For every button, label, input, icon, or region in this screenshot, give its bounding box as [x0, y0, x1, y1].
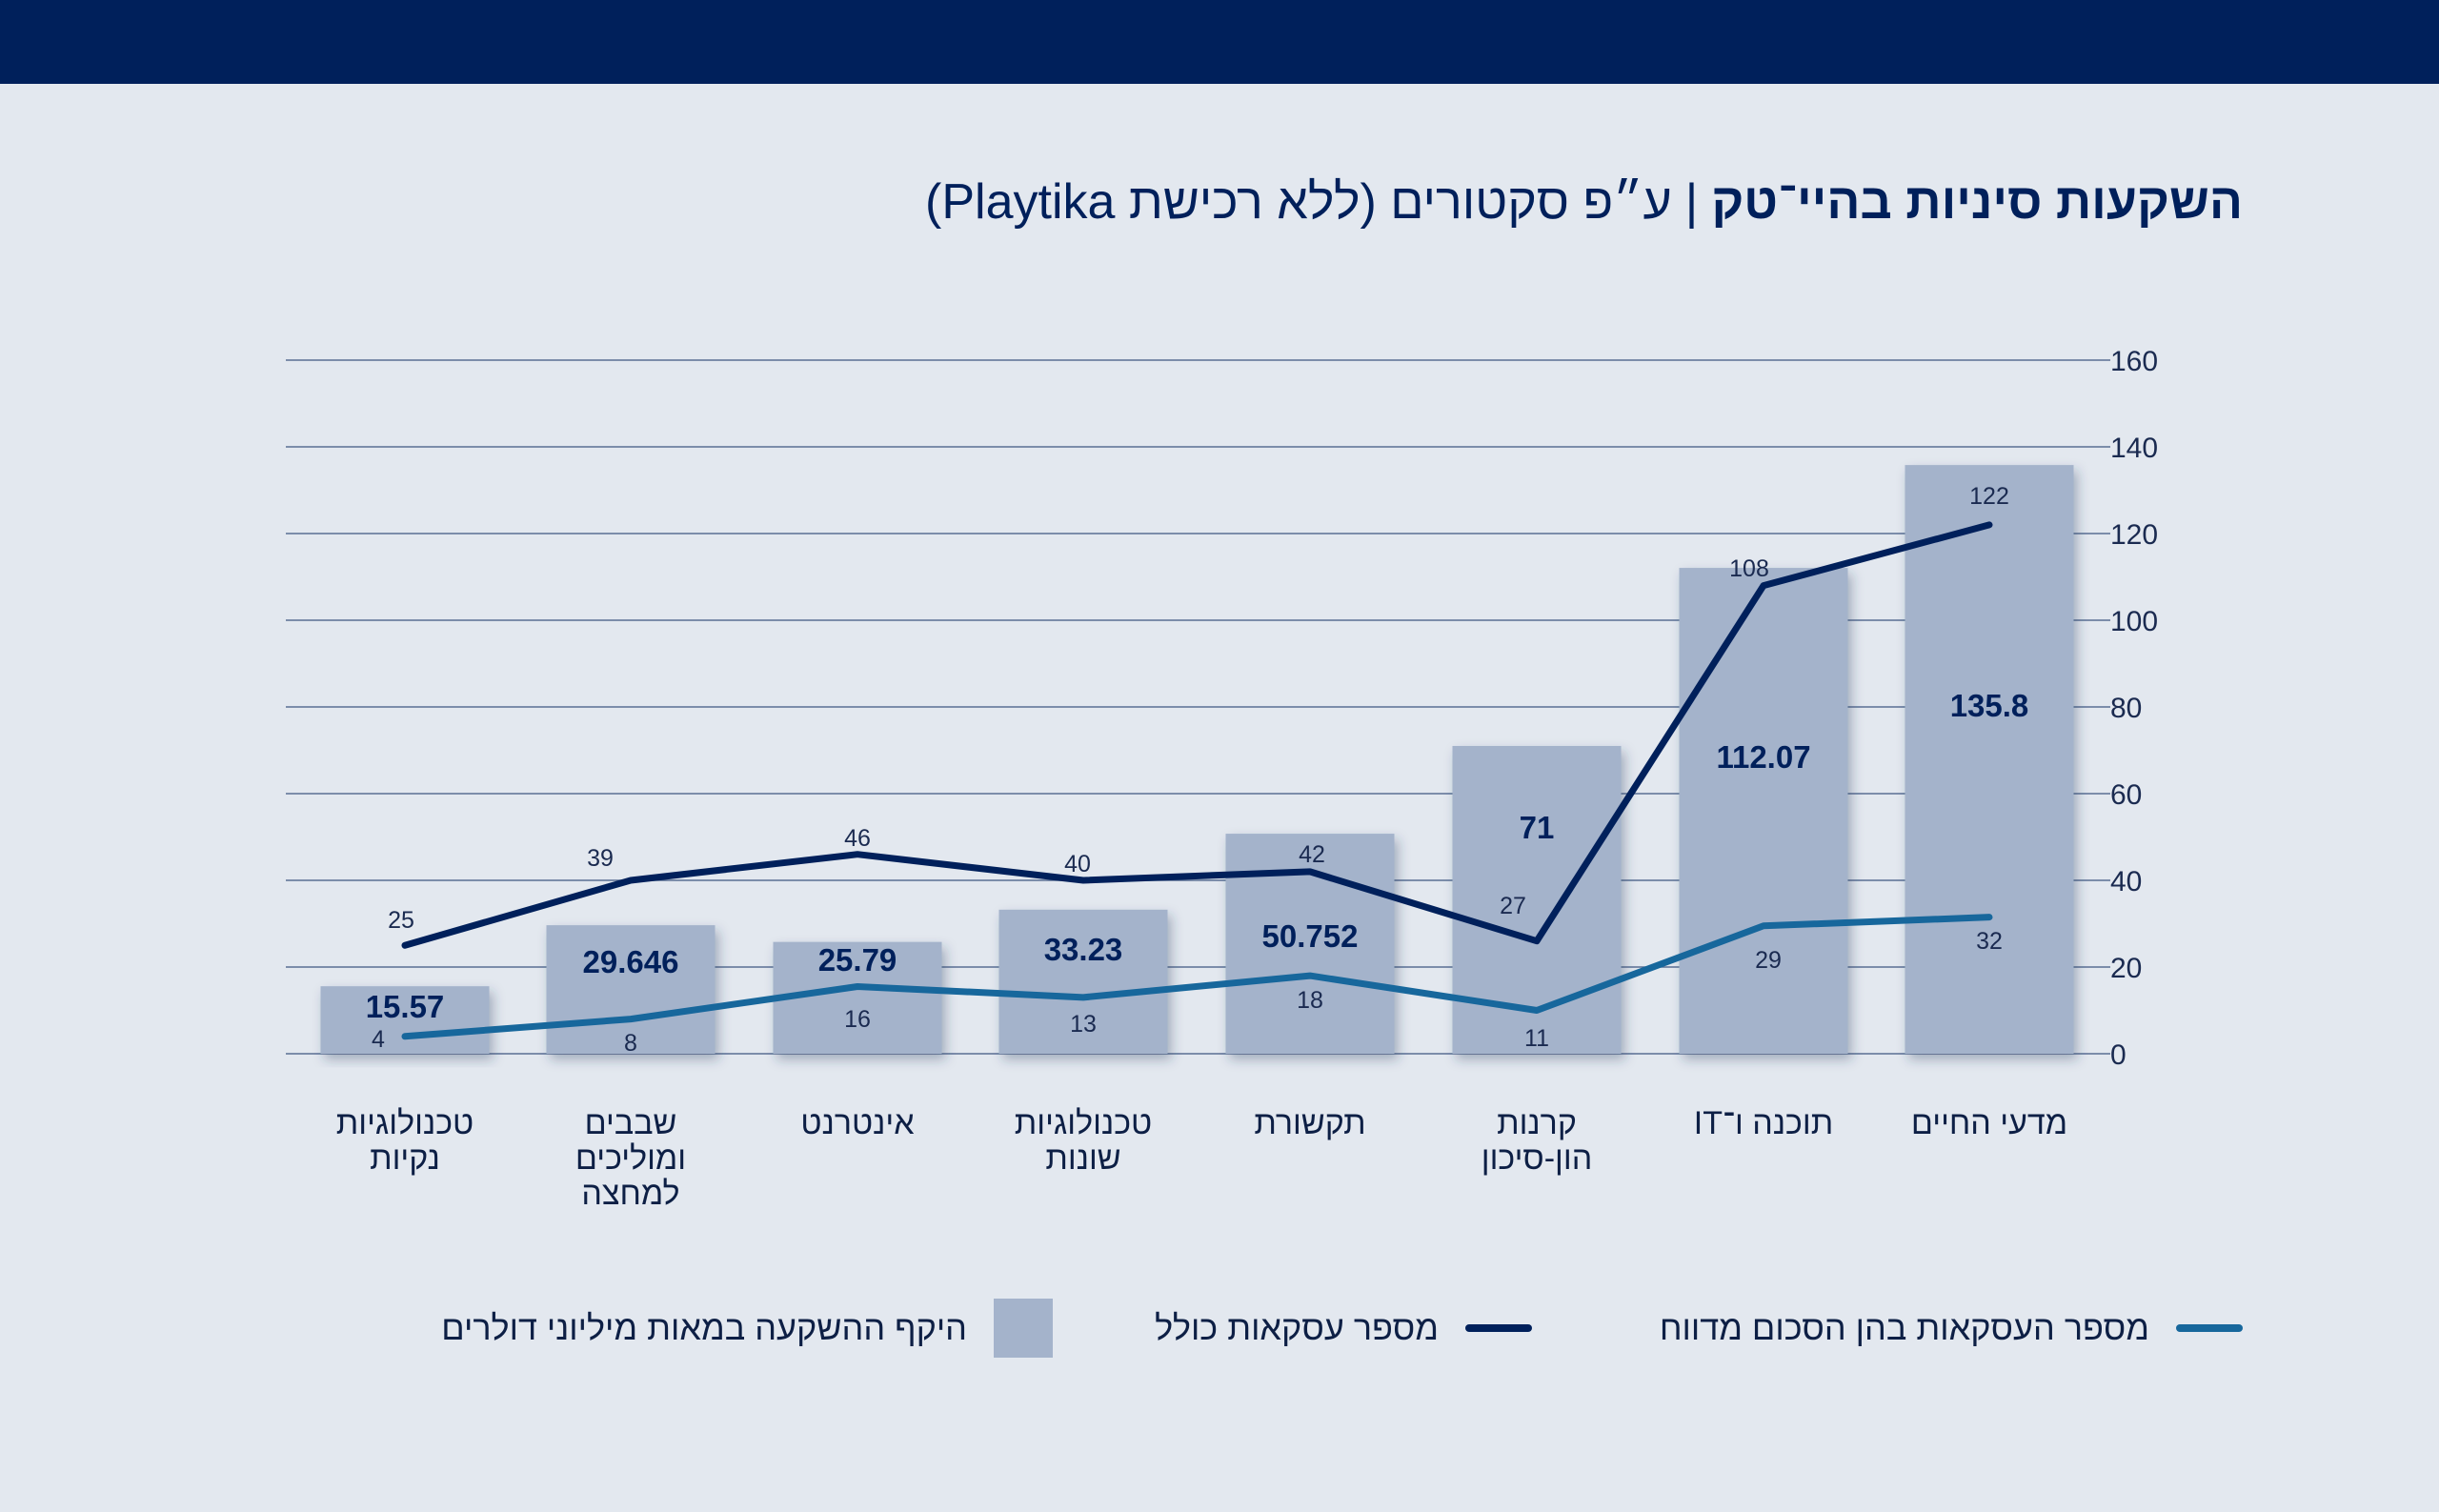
reported-deals-line: [401, 914, 1993, 1040]
x-category-label: שבבים ומוליכים למחצה: [575, 1105, 686, 1212]
total-deals-line: [401, 521, 1993, 949]
y-tick-label: 60: [2110, 779, 2142, 811]
reported-deals-label: 4: [372, 1026, 385, 1053]
x-category-label: קרנות הון-סיכון: [1482, 1105, 1593, 1177]
total-deals-label: 46: [844, 825, 871, 852]
total-deals-label: 39: [587, 845, 614, 872]
x-category-label-line: טכנולוגיות: [1015, 1105, 1152, 1141]
y-tick-label: 100: [2110, 606, 2158, 637]
x-category-label-line: ומוליכים: [575, 1140, 686, 1177]
reported-deals-label: 13: [1070, 1011, 1097, 1038]
header-bar: [0, 0, 2439, 84]
y-tick-label: 140: [2110, 433, 2158, 464]
reported-deals-label: 18: [1297, 987, 1323, 1014]
total-deals-label: 27: [1500, 893, 1526, 919]
reported-deals-label: 16: [844, 1006, 871, 1033]
legend-investment: היקף ההשקעה במאות מיליוני דולרים: [441, 1298, 1053, 1359]
x-category-label: תקשורת: [1254, 1105, 1365, 1141]
x-category-label: מדעי החיים: [1911, 1105, 2067, 1141]
legend-reported-label: מספר העסקאות בהן הסכום מדווח: [1659, 1308, 2149, 1347]
bar-value-label: 50.752: [1262, 918, 1359, 954]
x-category-label-line: אינטרנט: [800, 1105, 914, 1141]
y-tick-label: 80: [2110, 693, 2142, 724]
bar-value-label: 29.646: [583, 944, 679, 979]
x-category-label-line: נקיות: [370, 1140, 440, 1177]
bar: [320, 986, 490, 1054]
bar: [1905, 465, 2074, 1054]
x-category-label-line: למחצה: [581, 1176, 679, 1212]
x-category-label-line: שבבים: [585, 1105, 677, 1141]
bar-value-label: 71: [1520, 810, 1555, 845]
y-tick-label: 0: [2110, 1039, 2127, 1071]
legend-total-line-swatch: [1465, 1324, 1532, 1332]
chart-title: השקעות סיניות בהיי־טק|ע״פ סקטורים (ללא ר…: [925, 173, 2243, 231]
legend-reported-line-swatch: [2176, 1324, 2243, 1332]
total-deals-label: 42: [1299, 841, 1325, 868]
reported-deals-label: 32: [1976, 928, 2003, 955]
bar: [546, 925, 716, 1054]
legend-total-deals: מספר עסקאות כולל: [1155, 1298, 1532, 1359]
legend-reported-deals: מספר העסקאות בהן הסכום מדווח: [1660, 1298, 2243, 1359]
x-category-label: תוכנה ו־IT: [1694, 1105, 1833, 1141]
x-category-label-line: הון-סיכון: [1482, 1140, 1593, 1177]
chart-title-rest: ע״פ סקטורים (ללא רכישת Playtika): [925, 174, 1672, 230]
bar-value-label: 33.23: [1044, 932, 1123, 967]
x-category-label-line: מדעי החיים: [1911, 1105, 2067, 1141]
y-tick-label: 40: [2110, 866, 2142, 897]
legend-total-label: מספר עסקאות כולל: [1155, 1308, 1439, 1347]
chart-title-separator: |: [1684, 174, 1699, 230]
reported-deals-label: 8: [624, 1030, 637, 1057]
total-deals-label: 40: [1064, 851, 1091, 877]
bar: [998, 909, 1168, 1054]
bar-value-label: 25.79: [818, 942, 897, 978]
total-deals-label: 122: [1969, 483, 2009, 510]
reported-deals-label: 29: [1755, 947, 1782, 974]
bar-value-label: 135.8: [1950, 688, 2029, 723]
y-tick-label: 20: [2110, 953, 2142, 984]
chart-title-bold: השקעות סיניות בהיי־טק: [1711, 174, 2243, 230]
x-category-label-line: תקשורת: [1254, 1105, 1365, 1141]
total-deals-label: 108: [1729, 555, 1769, 582]
bar-value-label: 112.07: [1716, 739, 1810, 775]
reported-deals-label: 11: [1524, 1025, 1549, 1052]
y-tick-label: 120: [2110, 519, 2158, 551]
legend-bar-swatch: [994, 1299, 1053, 1358]
y-tick-label: 160: [2110, 346, 2158, 377]
x-category-label-line: תוכנה ו־IT: [1694, 1105, 1833, 1141]
x-category-label: טכנולוגיות נקיות: [336, 1105, 474, 1177]
legend-investment-label: היקף ההשקעה במאות מיליוני דולרים: [441, 1308, 967, 1347]
x-category-label: טכנולוגיות שונות: [1015, 1105, 1152, 1177]
x-category-label-line: קרנות: [1497, 1105, 1577, 1141]
total-deals-label: 25: [388, 907, 414, 934]
x-category-label-line: טכנולוגיות: [336, 1105, 474, 1141]
x-category-label-line: שונות: [1045, 1140, 1120, 1177]
bar-value-label: 15.57: [366, 989, 445, 1024]
bar: [1679, 568, 1848, 1054]
x-category-label: אינטרנט: [800, 1105, 914, 1141]
